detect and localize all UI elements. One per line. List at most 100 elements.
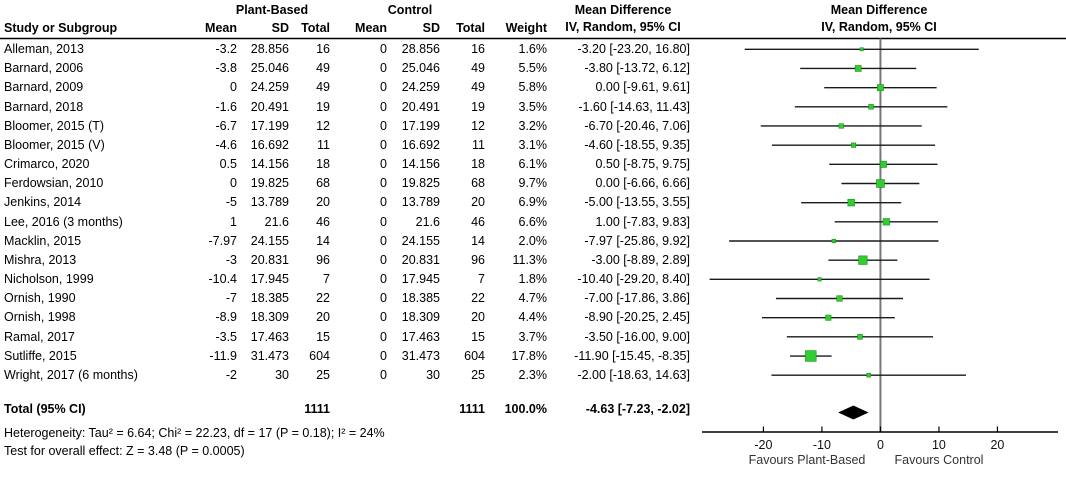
overall-effect-text: Test for overall effect: Z = 3.48 (P = 0… xyxy=(4,444,245,458)
effect-marker xyxy=(882,218,890,226)
control-mean: 0 xyxy=(380,80,387,95)
column-header-study: Study or Subgroup xyxy=(4,21,118,35)
column-header-control-sd: SD xyxy=(422,21,440,35)
plant-sd: 19.825 xyxy=(250,176,289,191)
control-total: 20 xyxy=(471,195,485,210)
md-ci-text: -8.90 [-20.25, 2.45] xyxy=(584,310,690,325)
effect-marker xyxy=(857,334,863,340)
plant-sd: 18.385 xyxy=(250,291,289,306)
plant-sd: 17.463 xyxy=(250,329,289,344)
weight: 3.2% xyxy=(518,118,548,133)
weight: 6.1% xyxy=(518,157,548,172)
control-total: 11 xyxy=(472,137,485,152)
plant-mean: -11.9 xyxy=(209,348,237,363)
control-total: 18 xyxy=(471,157,485,172)
plant-mean: -3.2 xyxy=(215,42,237,56)
study-row: Alleman, 2013 -3.2 28.856 16 0 28.856 16 1.6% -3… xyxy=(0,40,700,59)
column-header-plant-total: Total xyxy=(301,21,330,35)
control-mean: 0 xyxy=(380,176,387,191)
favours-right-label: Favours Control xyxy=(895,453,984,467)
plant-total: 68 xyxy=(316,176,330,191)
study-row: Jenkins, 2014 -5 13.789 20 0 13.789 20 6.9% -5.0… xyxy=(0,193,700,212)
control-mean: 0 xyxy=(380,214,387,229)
plant-total: 25 xyxy=(316,367,330,382)
study-name: Barnard, 2006 xyxy=(4,61,84,76)
weight: 17.8% xyxy=(511,348,547,363)
control-mean: 0 xyxy=(380,329,387,344)
axis-tick-label: -10 xyxy=(813,438,831,452)
study-name: Ferdowsian, 2010 xyxy=(4,176,104,191)
heterogeneity-text: Heterogeneity: Tau² = 6.64; Chi² = 22.23… xyxy=(4,426,385,440)
weight: 2.0% xyxy=(518,233,548,248)
total-label: Total (95% CI) xyxy=(4,402,86,416)
md-column-title: Mean Difference xyxy=(574,3,672,17)
control-sd: 28.856 xyxy=(401,42,440,56)
plant-mean: 0 xyxy=(230,80,237,95)
plant-sd: 31.473 xyxy=(250,348,289,363)
group-header-plant-based: Plant-Based xyxy=(235,3,309,17)
plant-mean: -2 xyxy=(225,367,237,382)
plant-sd: 17.945 xyxy=(250,272,289,287)
control-sd: 13.789 xyxy=(401,195,440,210)
md-ci-text: -3.00 [-8.89, 2.89] xyxy=(591,252,690,267)
column-header-plant-sd: SD xyxy=(271,21,289,35)
study-row: Lee, 2016 (3 months) 1 21.6 46 0 21.6 46 6.6% 1.… xyxy=(0,213,700,232)
md-ci-text: 0.50 [-8.75, 9.75] xyxy=(595,157,690,172)
study-row: Mishra, 2013 -3 20.831 96 0 20.831 96 11.3% -3.0… xyxy=(0,251,700,270)
control-sd: 16.692 xyxy=(401,137,440,152)
study-row: Bloomer, 2015 (V) -4.6 16.692 11 0 16.692 11 3.… xyxy=(0,136,700,155)
control-sd: 17.463 xyxy=(401,329,440,344)
control-mean: 0 xyxy=(380,42,387,56)
study-row: Macklin, 2015 -7.97 24.155 14 0 24.155 14 2.0% -… xyxy=(0,232,700,251)
md-plot-title: Mean Difference xyxy=(830,3,928,17)
md-ci-text: 0.00 [-6.66, 6.66] xyxy=(595,176,690,191)
plant-sd: 13.789 xyxy=(250,195,289,210)
plant-total: 19 xyxy=(316,99,330,114)
md-ci-text: -5.00 [-13.55, 3.55] xyxy=(584,195,690,210)
md-ci-text: -2.00 [-18.63, 14.63] xyxy=(577,367,690,382)
column-header-plant-mean: Mean xyxy=(205,21,237,35)
plant-total: 12 xyxy=(316,118,330,133)
md-plot-subtitle: IV, Random, 95% CI xyxy=(821,20,937,34)
control-sd: 17.945 xyxy=(401,272,440,287)
weight: 1.6% xyxy=(518,42,548,56)
study-name: Ramal, 2017 xyxy=(4,329,75,344)
study-name: Lee, 2016 (3 months) xyxy=(4,214,123,229)
control-total: 19 xyxy=(471,99,485,114)
plant-mean: -3.5 xyxy=(215,329,237,344)
weight: 3.7% xyxy=(518,329,548,344)
plant-mean: -8.9 xyxy=(215,310,237,325)
effect-marker xyxy=(838,123,844,129)
column-header-control-total: Total xyxy=(456,21,485,35)
effect-marker xyxy=(836,295,843,302)
plant-total: 20 xyxy=(316,195,330,210)
control-sd: 14.156 xyxy=(401,157,440,172)
axis-tick-label: 0 xyxy=(877,438,884,452)
plant-total: 16 xyxy=(316,42,330,56)
study-row: Nicholson, 1999 -10.4 17.945 7 0 17.945 7 1.8% -… xyxy=(0,270,700,289)
md-ci-text: -4.60 [-18.55, 9.35] xyxy=(584,137,690,152)
plant-mean: 1 xyxy=(230,214,237,229)
effect-marker xyxy=(866,372,871,378)
axis-tick-label: -20 xyxy=(754,438,772,452)
control-sd: 20.491 xyxy=(401,99,440,114)
study-name: Nicholson, 1999 xyxy=(4,272,94,287)
control-sd: 20.831 xyxy=(401,252,440,267)
control-sd: 24.155 xyxy=(401,233,440,248)
study-row: Sutliffe, 2015 -11.9 31.473 604 0 31.473 604 17… xyxy=(0,347,700,366)
total-control-n: 1111 xyxy=(459,402,485,416)
plant-sd: 28.856 xyxy=(250,42,289,56)
total-plant-n: 1111 xyxy=(304,402,330,416)
study-name: Bloomer, 2015 (V) xyxy=(4,137,105,152)
plant-mean: -3 xyxy=(225,252,237,267)
md-ci-text: -7.97 [-25.86, 9.92] xyxy=(584,233,690,248)
control-total: 14 xyxy=(471,233,485,248)
control-mean: 0 xyxy=(380,61,387,76)
study-row: Barnard, 2018 -1.6 20.491 19 0 20.491 19 3.5% -1… xyxy=(0,98,700,117)
plant-mean: -1.6 xyxy=(215,99,237,114)
control-mean: 0 xyxy=(380,157,387,172)
plant-sd: 24.155 xyxy=(250,233,289,248)
md-column-subtitle: IV, Random, 95% CI xyxy=(565,20,681,34)
control-total: 96 xyxy=(471,252,485,267)
weight: 6.6% xyxy=(518,214,548,229)
